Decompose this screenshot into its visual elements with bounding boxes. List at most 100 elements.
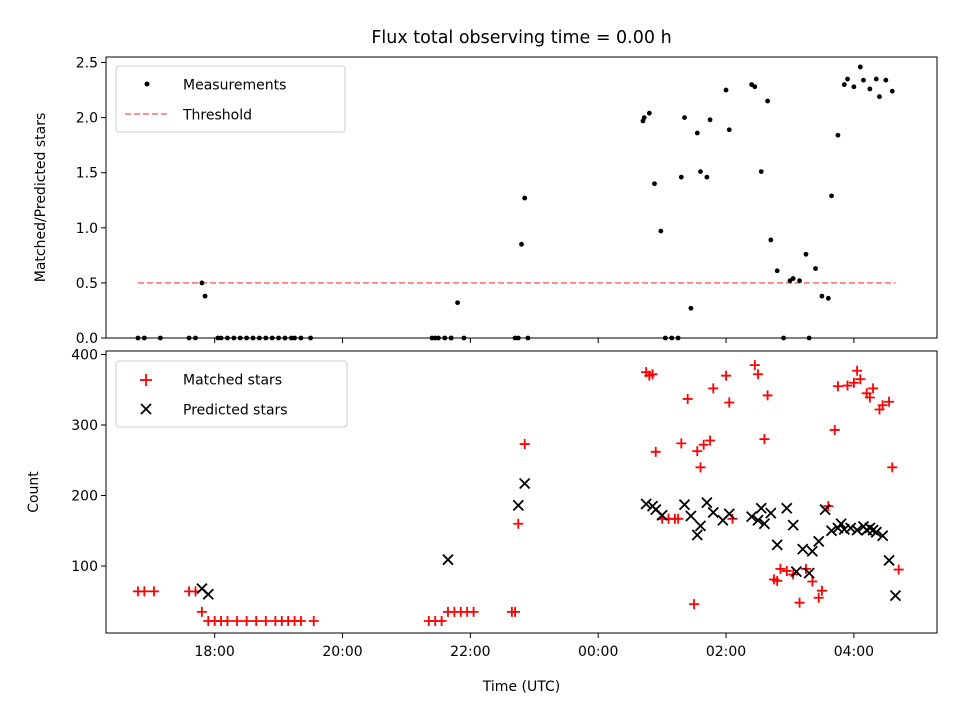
legend-predicted-label: Predicted stars <box>183 403 288 419</box>
predicted-star-point <box>877 530 889 542</box>
predicted-star-point <box>825 525 838 537</box>
matched-star-point <box>695 462 706 473</box>
measurement-point <box>768 237 774 243</box>
matched-star-point <box>295 616 306 627</box>
matched-star-point <box>510 606 521 617</box>
x-tick-label: 02:00 <box>706 644 746 660</box>
x-tick-label: 18:00 <box>194 644 234 660</box>
matched-star-point <box>864 392 875 403</box>
matched-star-point <box>705 435 716 446</box>
matched-star-point <box>468 606 479 617</box>
predicted-star-point <box>758 518 771 530</box>
measurement-point <box>845 76 850 82</box>
x-tick-label: 04:00 <box>834 644 874 660</box>
measurement-point <box>819 293 825 299</box>
measurement-point <box>835 132 841 138</box>
measurement-point <box>237 335 243 341</box>
predicted-star-point <box>694 520 707 532</box>
measurement-point <box>682 115 687 121</box>
measurement-point <box>282 335 288 341</box>
measurement-point <box>519 241 524 247</box>
predicted-star-point <box>806 545 818 557</box>
matched-star-point <box>708 383 719 394</box>
count-y-tick-label: 300 <box>71 418 98 434</box>
predicted-star-point <box>835 518 847 530</box>
matched-star-point <box>513 518 524 529</box>
measurement-point <box>841 82 847 87</box>
ratio-y-tick-label: 0.0 <box>76 331 98 347</box>
count-legend: Matched stars Predicted stars <box>115 360 348 428</box>
predicted-star-point <box>771 539 783 551</box>
measurement-point <box>806 335 812 341</box>
predicted-star-point <box>765 507 777 519</box>
matched-star-point <box>647 369 658 380</box>
predicted-star-point <box>678 499 691 511</box>
predicted-star-point <box>745 511 758 523</box>
measurement-point <box>675 335 681 341</box>
count-y-tick-label: 200 <box>71 489 98 505</box>
measurement-point <box>455 300 460 306</box>
matched-star-point <box>650 446 661 457</box>
measurement-point <box>698 169 703 175</box>
legend-threshold-label: Threshold <box>182 108 252 124</box>
matched-star-point <box>772 575 783 586</box>
predicted-star-point <box>640 498 652 510</box>
predicted-star-point <box>781 502 793 514</box>
measurement-point <box>141 335 147 341</box>
measurement-point <box>193 335 198 341</box>
measurement-point <box>525 335 531 341</box>
predicted-star-point <box>442 554 454 566</box>
matched-star-point <box>762 390 773 401</box>
predicted-star-point <box>851 524 863 536</box>
matched-star-point <box>852 365 863 376</box>
matched-star-point <box>759 434 770 445</box>
measurement-point <box>694 130 700 136</box>
legend-measurements-label: Measurements <box>183 78 286 94</box>
matched-star-point <box>260 616 271 627</box>
measurement-point <box>436 335 441 341</box>
predicted-star-point <box>790 566 803 578</box>
x-axis-label: Time (UTC) <box>482 679 560 695</box>
ratio-y-tick-label: 2.5 <box>76 56 98 72</box>
matched-star-point <box>887 462 898 473</box>
measurement-point <box>250 335 256 341</box>
predicted-star-point <box>813 535 825 547</box>
measurement-point <box>231 335 237 341</box>
count-y-axis-label: Count <box>26 471 42 513</box>
matched-star-point <box>232 616 243 627</box>
matched-star-point <box>727 513 738 524</box>
matched-star-point <box>676 438 687 449</box>
ratio-y-axis-label: Matched/Predicted stars <box>33 113 49 283</box>
measurement-point <box>726 127 732 133</box>
measurement-point <box>688 305 694 311</box>
measurement-point <box>723 87 729 93</box>
measurement-point <box>678 174 684 180</box>
matched-star-point <box>848 377 859 388</box>
matched-star-point <box>829 424 840 435</box>
chart-title: Flux total observing time = 0.00 h <box>371 28 671 48</box>
matched-star-point <box>308 616 319 627</box>
matched-star-point <box>251 616 262 627</box>
matched-star-point <box>816 585 827 596</box>
measurement-point <box>851 84 857 90</box>
measurement-point <box>658 228 664 234</box>
predicted-star-point <box>755 502 767 514</box>
measurement-point <box>790 276 796 281</box>
measurement-point <box>515 335 521 341</box>
x-tick-label: 22:00 <box>450 644 490 660</box>
measurement-point <box>825 295 831 301</box>
matched-star-point <box>794 597 805 608</box>
matched-star-point <box>148 586 159 597</box>
measurement-point <box>225 335 230 341</box>
measurement-point <box>461 335 467 341</box>
matched-star-point <box>877 400 888 411</box>
predicted-star-point <box>889 589 902 602</box>
legend-predicted-marker <box>140 403 152 415</box>
matched-star-point <box>753 369 764 380</box>
x-tick-label: 20:00 <box>322 644 362 660</box>
measurement-point <box>889 88 895 94</box>
predicted-star-point <box>519 477 531 490</box>
matched-star-point <box>682 393 693 404</box>
matched-star-point <box>721 370 732 381</box>
matched-star-point <box>855 374 866 385</box>
